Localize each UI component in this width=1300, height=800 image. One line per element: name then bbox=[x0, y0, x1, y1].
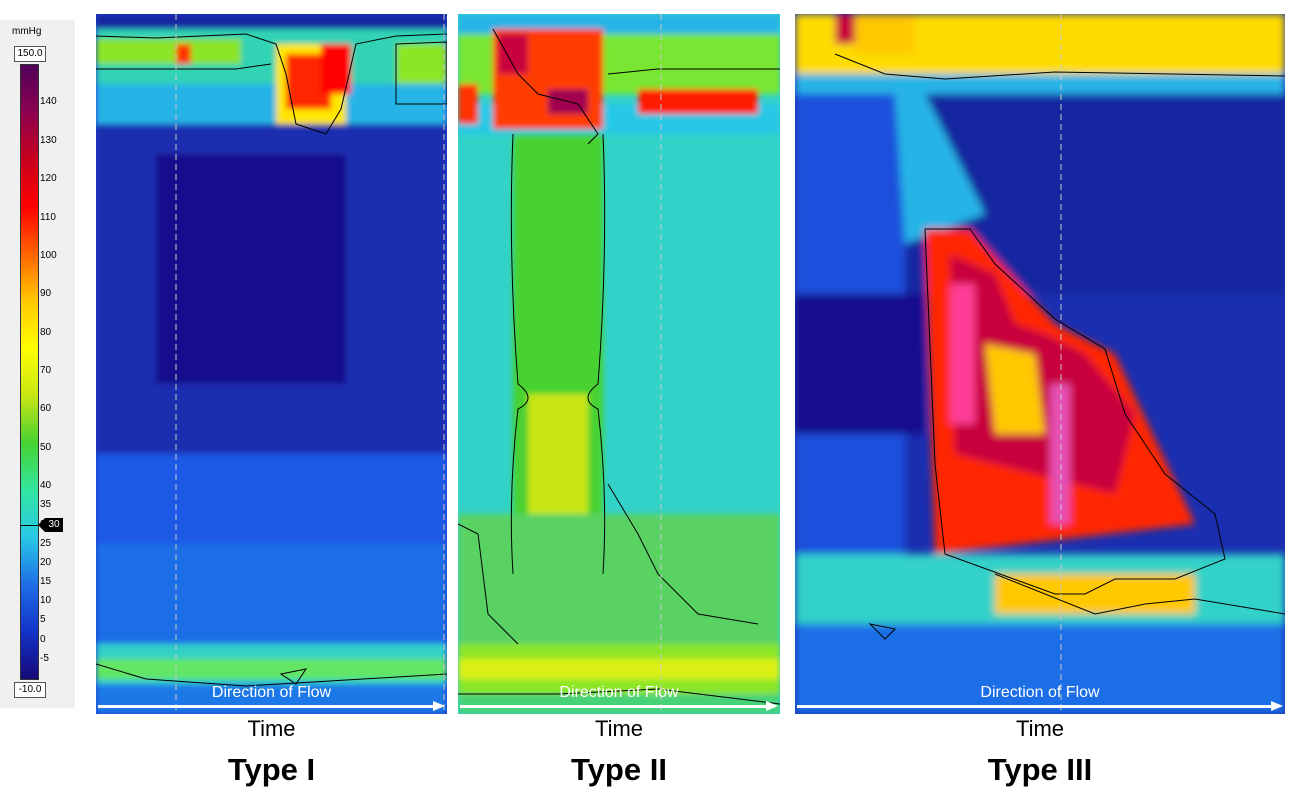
colorbar-gradient bbox=[20, 64, 39, 680]
colorbar-min-input[interactable]: -10.0 bbox=[14, 682, 46, 698]
direction-of-flow-arrow bbox=[98, 701, 445, 711]
x-axis-label: Time bbox=[247, 716, 296, 741]
heatmap-contours bbox=[96, 33, 447, 687]
colorbar-tick-label: 50 bbox=[40, 441, 52, 453]
heatmap-type-1 bbox=[96, 14, 447, 714]
chart-title: Type III bbox=[987, 752, 1093, 787]
heatmap-pressure-field bbox=[795, 14, 1285, 714]
colorbar-tick-label: 40 bbox=[40, 480, 52, 492]
direction-of-flow-label: Direction of Flow bbox=[211, 684, 332, 701]
plot-type-1: Direction of Flow bbox=[96, 14, 447, 714]
colorbar-marker-value: 30 bbox=[45, 517, 63, 532]
heatmap-pressure-field bbox=[96, 14, 447, 714]
heatmap-type-2 bbox=[458, 14, 780, 714]
colorbar-tick-label: 10 bbox=[40, 595, 52, 607]
colorbar-tick-label: 0 bbox=[40, 633, 46, 645]
colorbar-tick-label: -5 bbox=[40, 652, 49, 664]
chart-title: Type I bbox=[227, 752, 316, 787]
direction-of-flow-arrow bbox=[797, 701, 1283, 711]
colorbar-tick-label: 15 bbox=[40, 576, 52, 588]
colorbar-tick-label: 20 bbox=[40, 556, 52, 568]
colorbar-tick-label: 80 bbox=[40, 326, 52, 338]
colorbar-tick-label: 130 bbox=[40, 134, 57, 146]
colorbar-unit: mmHg bbox=[12, 26, 42, 37]
colorbar-tick-label: 5 bbox=[40, 614, 46, 626]
colorbar-tick-label: 140 bbox=[40, 96, 57, 108]
colorbar-max-input[interactable]: 150.0 bbox=[14, 46, 46, 62]
x-axis-label: Time bbox=[1015, 716, 1065, 741]
direction-of-flow-arrow bbox=[460, 701, 778, 711]
colorbar-tick-label: 60 bbox=[40, 403, 52, 415]
colorbar-tick-label: 25 bbox=[40, 537, 52, 549]
direction-of-flow-label: Direction of Flow bbox=[559, 684, 679, 701]
colorbar-tick-label: 90 bbox=[40, 288, 52, 300]
colorbar-tick-label: 100 bbox=[40, 249, 57, 261]
colorbar-tick-label: 35 bbox=[40, 499, 52, 511]
direction-of-flow-label: Direction of Flow bbox=[980, 684, 1100, 701]
x-axis-label: Time bbox=[594, 716, 644, 741]
colorbar-tick-label: 120 bbox=[40, 173, 57, 185]
plot-type-2: Direction of Flow bbox=[458, 14, 780, 714]
heatmap-contours bbox=[458, 28, 780, 705]
chart-title: Type II bbox=[571, 752, 667, 787]
colorbar-tick-label: 110 bbox=[40, 211, 56, 223]
colorbar-tick-label: 70 bbox=[40, 365, 52, 376]
time-gridlines bbox=[175, 14, 445, 714]
heatmap-contours bbox=[834, 53, 1285, 640]
heatmap-type-3 bbox=[795, 14, 1285, 714]
colorbar-panel: mmHg 150.0 140 130 120 110 100 90 80 70 60 50 40 35… bbox=[0, 20, 75, 708]
plot-type-3: Direction of Flow bbox=[795, 14, 1285, 714]
